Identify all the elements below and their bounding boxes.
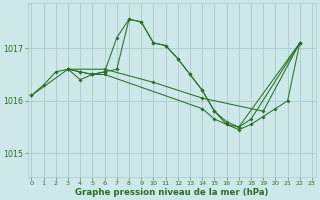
X-axis label: Graphe pression niveau de la mer (hPa): Graphe pression niveau de la mer (hPa) <box>75 188 268 197</box>
